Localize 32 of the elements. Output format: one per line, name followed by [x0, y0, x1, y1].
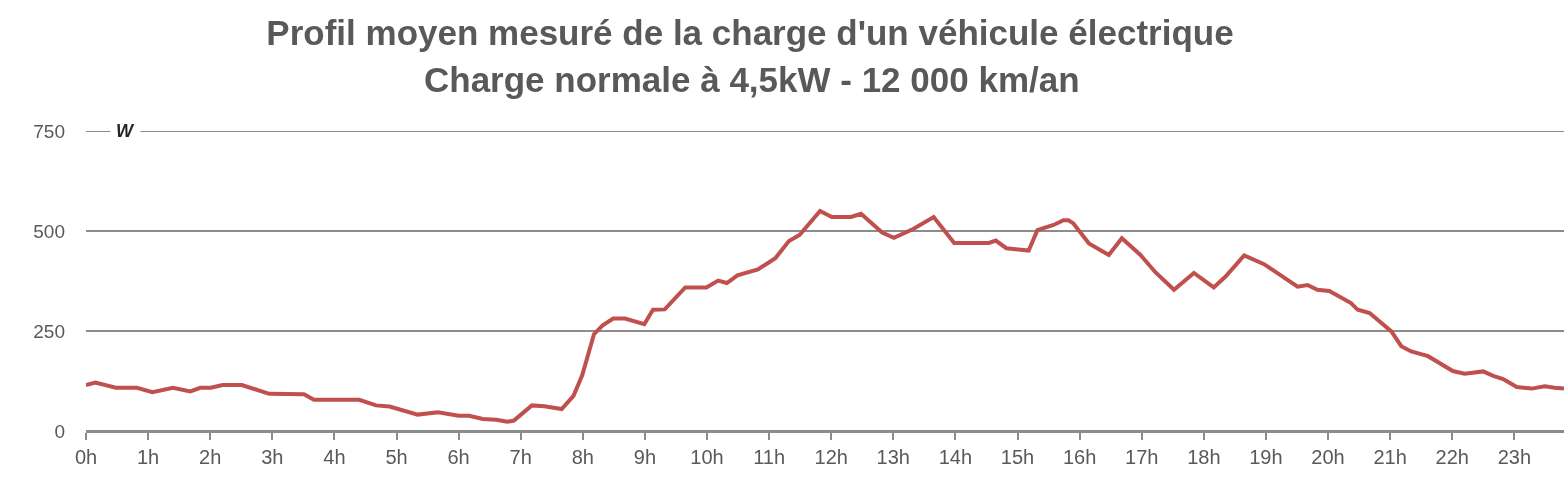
x-tick-label: 19h: [1249, 446, 1283, 468]
chart-title: Profil moyen mesuré de la charge d'un véhicule électrique: [266, 13, 1234, 53]
y-axis-title: W: [116, 121, 135, 141]
x-tick-label: 14h: [938, 446, 973, 468]
x-tick-label: 7h: [509, 446, 532, 468]
x-tick-label: 8h: [571, 446, 594, 468]
x-tick-label: 20h: [1311, 446, 1345, 468]
y-tick-label: 750: [33, 120, 65, 142]
x-tick-label: 4h: [323, 446, 346, 468]
y-tick-label: 0: [54, 420, 65, 442]
x-tick-label: 6h: [447, 446, 470, 468]
x-tick-label: 0h: [74, 446, 98, 468]
x-tick-label: 2h: [199, 446, 222, 468]
chart-subtitle: Charge normale à 4,5kW - 12 000 km/an: [424, 60, 1080, 99]
x-tick-label: 3h: [261, 446, 284, 468]
x-tick-label: 22h: [1435, 446, 1469, 468]
x-tick-label: 18h: [1187, 446, 1221, 468]
x-tick-label: 5h: [385, 446, 408, 468]
x-tick-label: 10h: [690, 446, 724, 468]
x-tick-label: 11h: [753, 446, 786, 468]
y-tick-label: 500: [33, 220, 65, 242]
x-tick-label: 23h: [1497, 446, 1532, 468]
x-tick-label: 15h: [1000, 446, 1035, 468]
x-tick-label: 21h: [1373, 446, 1407, 468]
line-series: [86, 209, 1564, 424]
x-tick-label: 9h: [633, 446, 657, 468]
x-tick-label: 1h: [136, 446, 160, 468]
x-tick-label: 16h: [1062, 446, 1097, 468]
x-tick-label: 17h: [1125, 446, 1159, 468]
x-tick-label: 12h: [814, 446, 848, 468]
y-tick-label: 250: [33, 320, 65, 342]
x-tick-label: 13h: [876, 446, 910, 468]
